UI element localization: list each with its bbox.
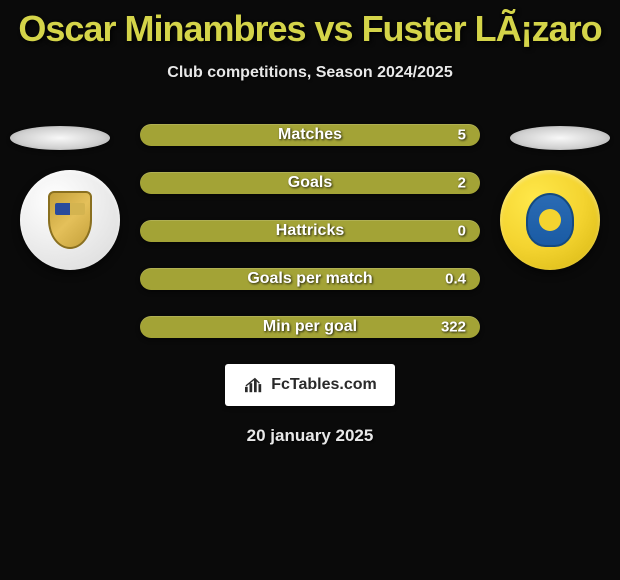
stat-value: 0 bbox=[458, 223, 466, 240]
stat-value: 322 bbox=[441, 319, 466, 336]
branding-box[interactable]: FcTables.com bbox=[225, 364, 395, 406]
stat-bar-min-per-goal: Min per goal 322 bbox=[140, 316, 480, 338]
stat-bar-matches: Matches 5 bbox=[140, 124, 480, 146]
branding-text: FcTables.com bbox=[271, 376, 377, 394]
comparison-title: Oscar Minambres vs Fuster LÃ¡zaro bbox=[0, 0, 620, 50]
stat-label: Matches bbox=[278, 126, 342, 144]
stat-row: Matches 5 bbox=[0, 124, 620, 146]
stat-label: Goals bbox=[288, 174, 332, 192]
stat-row: Hattricks 0 bbox=[0, 220, 620, 242]
date-text: 20 january 2025 bbox=[0, 426, 620, 446]
stat-label: Min per goal bbox=[263, 318, 357, 336]
stat-value: 2 bbox=[458, 175, 466, 192]
stat-value: 0.4 bbox=[445, 271, 466, 288]
stat-row: Goals per match 0.4 bbox=[0, 268, 620, 290]
stat-bar-hattricks: Hattricks 0 bbox=[140, 220, 480, 242]
stat-bar-goals-per-match: Goals per match 0.4 bbox=[140, 268, 480, 290]
chart-icon bbox=[243, 376, 265, 394]
stat-row: Goals 2 bbox=[0, 172, 620, 194]
season-subtitle: Club competitions, Season 2024/2025 bbox=[0, 64, 620, 82]
stat-row: Min per goal 322 bbox=[0, 316, 620, 338]
stats-container: Matches 5 Goals 2 Hattricks 0 Goals per … bbox=[0, 124, 620, 338]
stat-value: 5 bbox=[458, 127, 466, 144]
stat-label: Hattricks bbox=[276, 222, 344, 240]
stat-bar-goals: Goals 2 bbox=[140, 172, 480, 194]
stat-label: Goals per match bbox=[247, 270, 372, 288]
